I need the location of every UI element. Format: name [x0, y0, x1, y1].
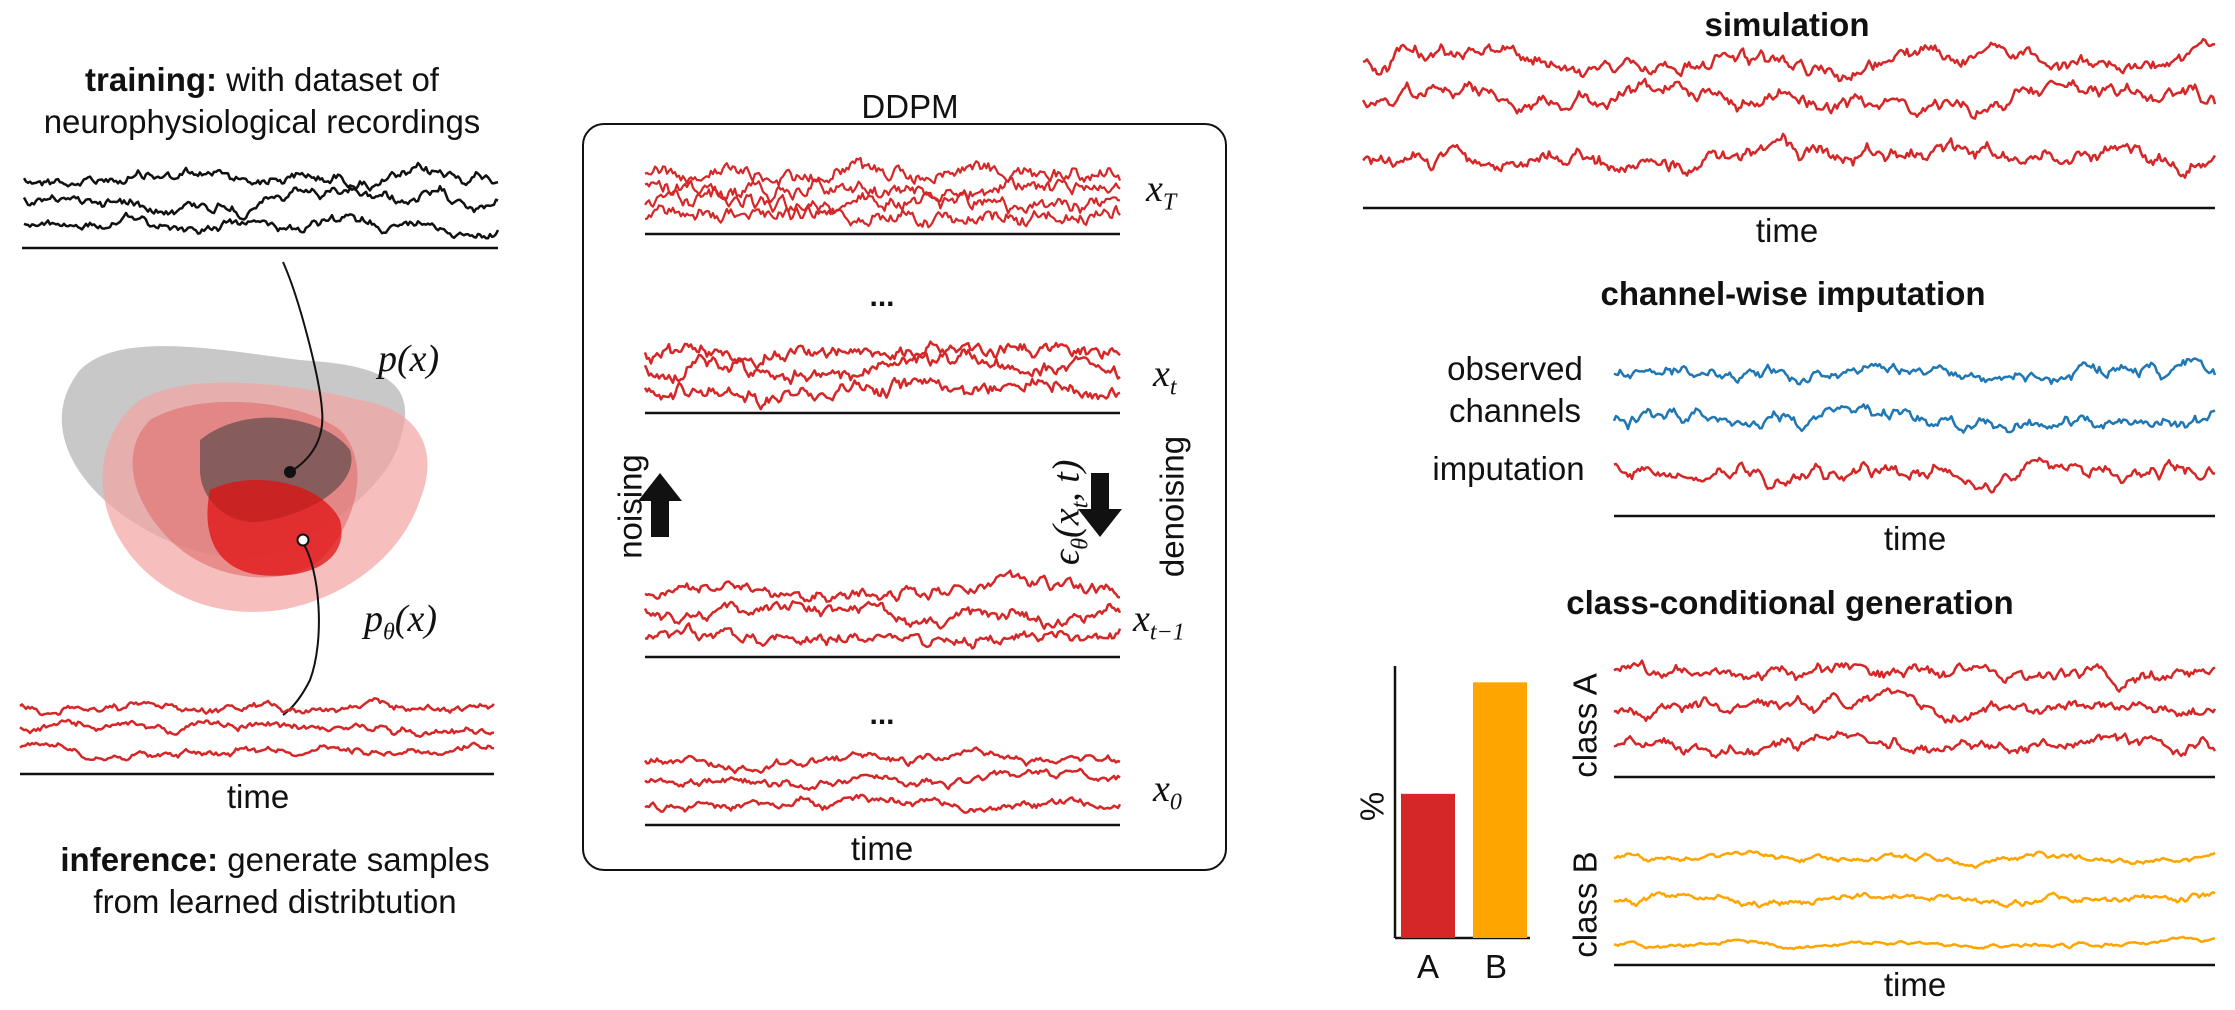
class-title: class-conditional generation — [1566, 584, 2014, 621]
ddpm-time-label: time — [850, 830, 914, 867]
ellipsis-top: ... — [869, 280, 895, 313]
class-a-trace-1 — [1613, 659, 2216, 693]
inference-bold: inference: — [60, 841, 219, 878]
xt-trace-3 — [643, 376, 1121, 411]
training-trace-3 — [23, 211, 500, 240]
simulation-trace-1 — [1362, 37, 2216, 83]
observed-label-line2: channels — [1448, 392, 1582, 429]
bar-tick-b: B — [1484, 948, 1508, 985]
training-bold: training: — [85, 61, 218, 98]
imputation-trace — [1613, 456, 2215, 494]
imputation-label: imputation — [1432, 450, 1585, 487]
class-a-trace-3 — [1613, 730, 2217, 759]
simulation-trace-3 — [1362, 132, 2217, 179]
inference-trace-1 — [19, 697, 495, 717]
label-xT: xT — [1146, 168, 1177, 216]
inference-rest: generate samples — [218, 841, 490, 878]
ptheta-label: pθ(x) — [364, 598, 437, 646]
label-x0: x0 — [1153, 768, 1182, 816]
left-time-label: time — [226, 778, 290, 815]
training-caption-line1: training: with dataset of — [85, 63, 439, 96]
bar-ylabel: % — [1353, 791, 1391, 822]
ddpm-box — [582, 123, 1227, 871]
xT-trace-3 — [644, 188, 1120, 215]
observed-trace-1 — [1613, 357, 2217, 386]
label-xt: xt — [1153, 353, 1177, 401]
inference-caption-line2: from learned distribtution — [93, 883, 457, 920]
x0-trace-3 — [644, 793, 1122, 814]
bar-b — [1473, 682, 1527, 938]
training-trace-1 — [22, 161, 499, 192]
training-sample-dot — [284, 466, 296, 478]
training-trace-2 — [22, 184, 499, 221]
imputation-time-label: time — [1883, 520, 1947, 557]
xt-1-trace-1 — [644, 569, 1121, 603]
simulation-title: simulation — [1704, 6, 1870, 43]
denoising-arrow-down-icon — [1078, 473, 1122, 537]
inference-trace-2 — [19, 718, 495, 738]
inference-caption-line1: inference: generate samples — [60, 843, 489, 876]
training-connector-line — [282, 261, 324, 473]
class-a-label: class A — [1566, 673, 1604, 778]
xT-trace-1 — [644, 156, 1122, 187]
class-b-trace-3 — [1613, 935, 2216, 951]
denoising-label: denoising — [1153, 435, 1191, 578]
px-label: p(x) — [378, 338, 440, 380]
x0-trace-2 — [644, 767, 1121, 792]
class-a-trace-2 — [1613, 687, 2217, 724]
inference-sample-dot — [296, 533, 310, 547]
bar-tick-a: A — [1416, 948, 1440, 985]
ellipsis-bottom: ... — [869, 698, 895, 731]
xT-trace-4 — [644, 204, 1121, 229]
class-b-label: class B — [1566, 851, 1604, 958]
observed-trace-2 — [1612, 403, 2216, 434]
observed-label-line1: observed — [1447, 350, 1583, 387]
simulation-trace-2 — [1361, 77, 2217, 120]
xt-1-trace-3 — [644, 622, 1122, 650]
label-xt-1: xt−1 — [1133, 598, 1185, 646]
training-rest: with dataset of — [217, 61, 439, 98]
ddpm-title: DDPM — [861, 88, 959, 125]
imputation-title: channel-wise imputation — [1600, 275, 1986, 312]
class-b-trace-1 — [1613, 849, 2216, 869]
noising-arrow-up-icon — [638, 473, 682, 537]
xt-1-trace-2 — [643, 600, 1122, 630]
inference-trace-3 — [19, 741, 495, 762]
training-caption-line2: neurophysiological recordings — [43, 103, 481, 140]
simulation-time-label: time — [1755, 212, 1819, 249]
xt-trace-2 — [643, 348, 1121, 386]
class-b-trace-2 — [1614, 891, 2216, 909]
x0-trace-1 — [643, 746, 1121, 775]
inference-connector-line — [282, 542, 320, 716]
bar-a — [1401, 793, 1455, 938]
class-time-label: time — [1883, 966, 1947, 1003]
xt-trace-1 — [643, 340, 1121, 370]
